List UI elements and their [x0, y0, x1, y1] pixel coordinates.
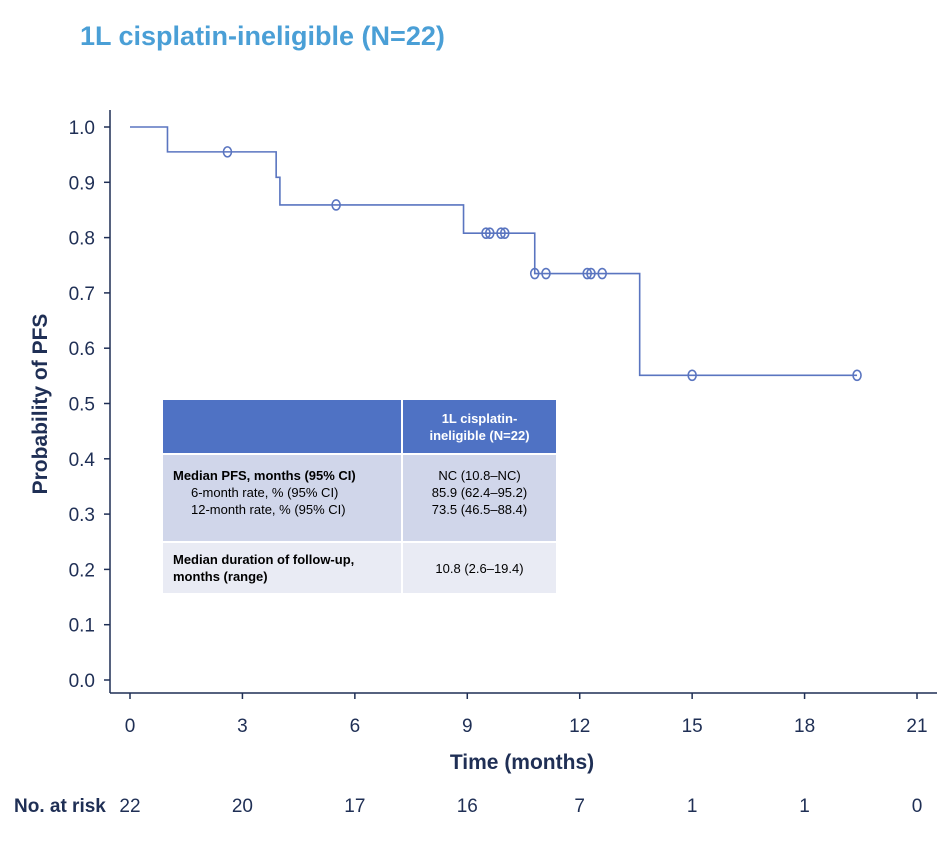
table-header: 1L cisplatin- ineligible (N=22) [403, 400, 556, 453]
y-axis-label: Probability of PFS [29, 314, 52, 495]
y-tick-label: 0.2 [69, 560, 95, 581]
six-month-rate-value: 85.9 (62.4–95.2) [431, 485, 528, 500]
censor-mark [597, 267, 608, 280]
censor-mark [331, 199, 341, 211]
y-tick-label: 0.0 [69, 671, 95, 692]
table-header-blank [163, 400, 401, 453]
censor-mark [484, 227, 495, 239]
twelve-month-rate-label: 12-month rate, % (95% CI) [191, 502, 346, 517]
x-tick-label: 0 [125, 716, 136, 737]
censor-mark [481, 227, 491, 239]
median-pfs-label: Median PFS, months (95% CI) [173, 468, 356, 483]
censor-mark [582, 267, 593, 280]
x-tick-label: 21 [906, 716, 927, 737]
risk-count: 7 [574, 796, 585, 817]
y-tick-label: 0.7 [69, 284, 95, 305]
censor-mark [499, 227, 510, 239]
median-pfs-values: NC (10.8–NC) 85.9 (62.4–95.2) 73.5 (46.5… [403, 455, 556, 541]
risk-count: 22 [119, 796, 140, 817]
median-pfs-value: NC (10.8–NC) [438, 468, 521, 483]
x-tick-label: 18 [794, 716, 815, 737]
censor-mark [222, 146, 233, 158]
x-tick-label: 12 [569, 716, 590, 737]
y-tick-label: 0.6 [69, 339, 95, 360]
censor-mark [496, 227, 506, 239]
x-tick-label: 6 [350, 716, 361, 737]
km-step-line [130, 126, 858, 377]
risk-table-label: No. at risk [14, 796, 106, 817]
y-tick-label: 1.0 [69, 118, 95, 139]
censor-mark [586, 267, 596, 280]
y-tick-label: 0.3 [69, 505, 95, 526]
six-month-rate-label: 6-month rate, % (95% CI) [191, 485, 339, 500]
censor-mark [541, 267, 551, 280]
risk-count: 1 [799, 796, 810, 817]
table-header-text: 1L cisplatin- ineligible (N=22) [429, 410, 530, 443]
x-axis-label: Time (months) [450, 751, 594, 774]
y-tick-label: 0.4 [69, 450, 96, 471]
x-tick-label: 3 [237, 716, 248, 737]
risk-count: 16 [457, 796, 478, 817]
risk-count: 0 [912, 796, 923, 817]
x-tick-label: 9 [462, 716, 473, 737]
followup-label: Median duration of follow-up, months (ra… [163, 543, 401, 593]
km-curve [130, 126, 862, 382]
x-tick-label: 15 [682, 716, 703, 737]
censor-mark [529, 267, 540, 280]
axes: 0.0 0.1 0.2 0.3 0.4 0.5 0.6 0.7 0.8 0.9 1.0 0 3 6 9 12 1… [29, 110, 937, 774]
censor-mark [852, 369, 862, 382]
risk-count: 20 [232, 796, 253, 817]
risk-count: 17 [344, 796, 365, 817]
summary-table: 1L cisplatin- ineligible (N=22) Median P… [163, 400, 556, 593]
y-tick-label: 0.1 [69, 616, 95, 637]
y-tick-label: 0.8 [69, 229, 95, 250]
y-tick-label: 0.5 [69, 395, 95, 416]
followup-value: 10.8 (2.6–19.4) [403, 543, 556, 593]
y-tick-label: 0.9 [69, 173, 95, 194]
risk-table: No. at risk 22 20 17 16 7 1 1 0 [14, 796, 922, 817]
risk-count: 1 [687, 796, 698, 817]
censor-mark [687, 369, 697, 382]
chart-title: 1L cisplatin-ineligible (N=22) [80, 21, 445, 51]
twelve-month-rate-value: 73.5 (46.5–88.4) [431, 502, 528, 517]
median-pfs-labels: Median PFS, months (95% CI) 6-month rate… [163, 455, 401, 541]
